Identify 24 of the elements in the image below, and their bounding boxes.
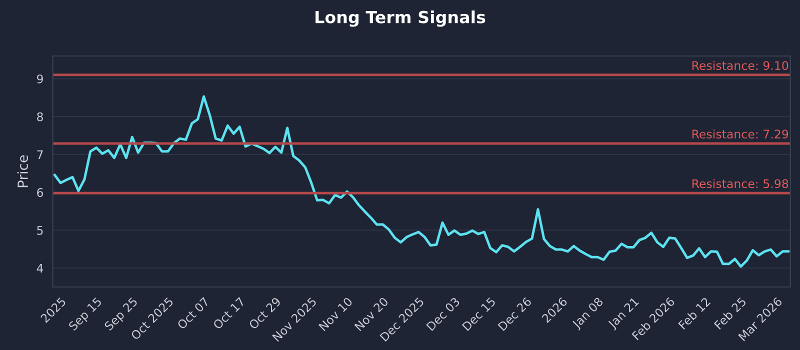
x-tick-label: Oct 07 (176, 296, 210, 330)
x-tick-label: Nov 10 (318, 296, 353, 332)
ref-line-label: Resistance: 7.29 (692, 129, 788, 139)
x-tick-label: Oct 29 (248, 296, 282, 330)
y-tick-label: 8 (37, 112, 43, 122)
y-tick-label: 9 (37, 74, 43, 84)
x-tick-label: Dec 26 (498, 296, 532, 332)
line-series (53, 95, 790, 268)
chart-title: Long Term Signals (316, 10, 486, 27)
y-tick-label: 4 (36, 264, 44, 273)
y-axis-title: Price (17, 155, 28, 188)
y-tick-label: 7 (37, 150, 43, 159)
x-tick-label: Dec 03 (426, 296, 460, 332)
y-tick-label: 5 (37, 226, 43, 235)
x-tick-label: Feb 25 (714, 296, 747, 330)
ref-line-label: Resistance: 5.98 (692, 179, 788, 188)
y-tick-label: 6 (37, 188, 44, 197)
x-tick-label: Jan 08 (571, 296, 606, 331)
x-tick-label: Oct 17 (212, 296, 246, 330)
x-tick-label: Feb 12 (678, 296, 711, 330)
x-tick-label: Dec 15 (462, 297, 496, 332)
x-tick-label: Nov 20 (354, 296, 389, 332)
x-tick-label: Sep 15 (68, 296, 104, 333)
ref-line-label: Resistance: 9.10 (692, 60, 788, 70)
